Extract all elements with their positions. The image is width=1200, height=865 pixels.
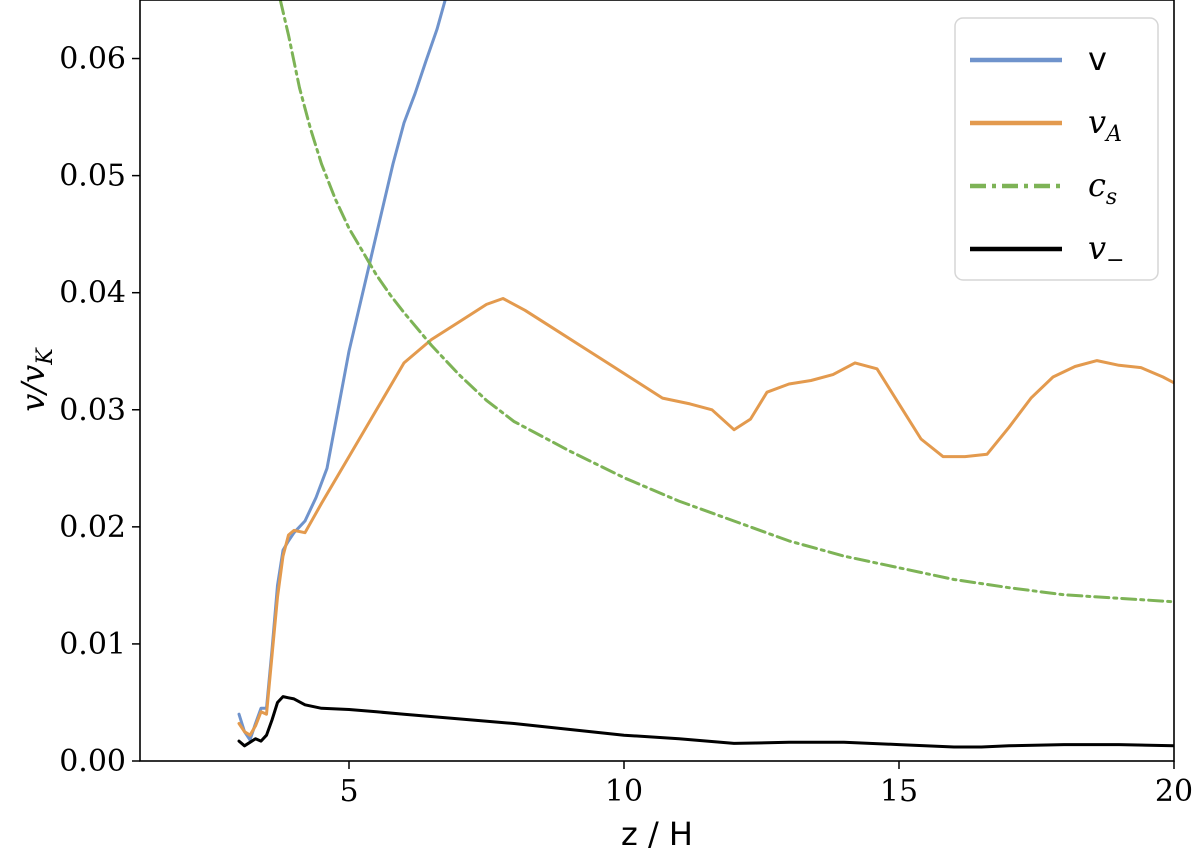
x-tick-label-1: 10 [605,774,643,809]
legend-label-1: vA [1088,103,1122,147]
x-tick-label-0: 5 [339,774,358,809]
x-axis-label: z / H [621,815,693,853]
y-tick-label-4: 0.04 [59,276,126,311]
y-tick-label-1: 0.01 [59,627,126,662]
y-tick-label-3: 0.03 [59,393,126,428]
y-tick-label-0: 0.00 [59,744,126,779]
series-line-2 [278,0,1174,604]
y-tick-label-5: 0.05 [59,159,126,194]
y-tick-label-2: 0.02 [59,510,126,545]
series-line-3 [237,695,1174,749]
y-axis-label: v/vK [14,347,58,412]
series-line-1 [237,297,1174,737]
legend-label-2: cs [1088,166,1117,210]
x-tick-label-3: 20 [1155,774,1193,809]
legend-label-3: v− [1088,229,1125,273]
ticks-layer: 5 10 15 20 0.00 0.01 0.02 0.03 0.04 0.05 0.06 [59,42,1193,809]
y-tick-label-6: 0.06 [59,42,126,77]
legend: v vA cs v− [954,17,1159,281]
series-layer [237,0,1174,749]
y-axis-label-main: v/v [14,365,52,412]
legend-box [954,17,1159,281]
legend-label-0: v [1088,40,1107,78]
y-axis-label-sub: K [33,347,58,366]
x-tick-label-2: 15 [880,774,918,809]
plot-frame [139,0,1175,762]
series-line-0 [237,0,447,742]
